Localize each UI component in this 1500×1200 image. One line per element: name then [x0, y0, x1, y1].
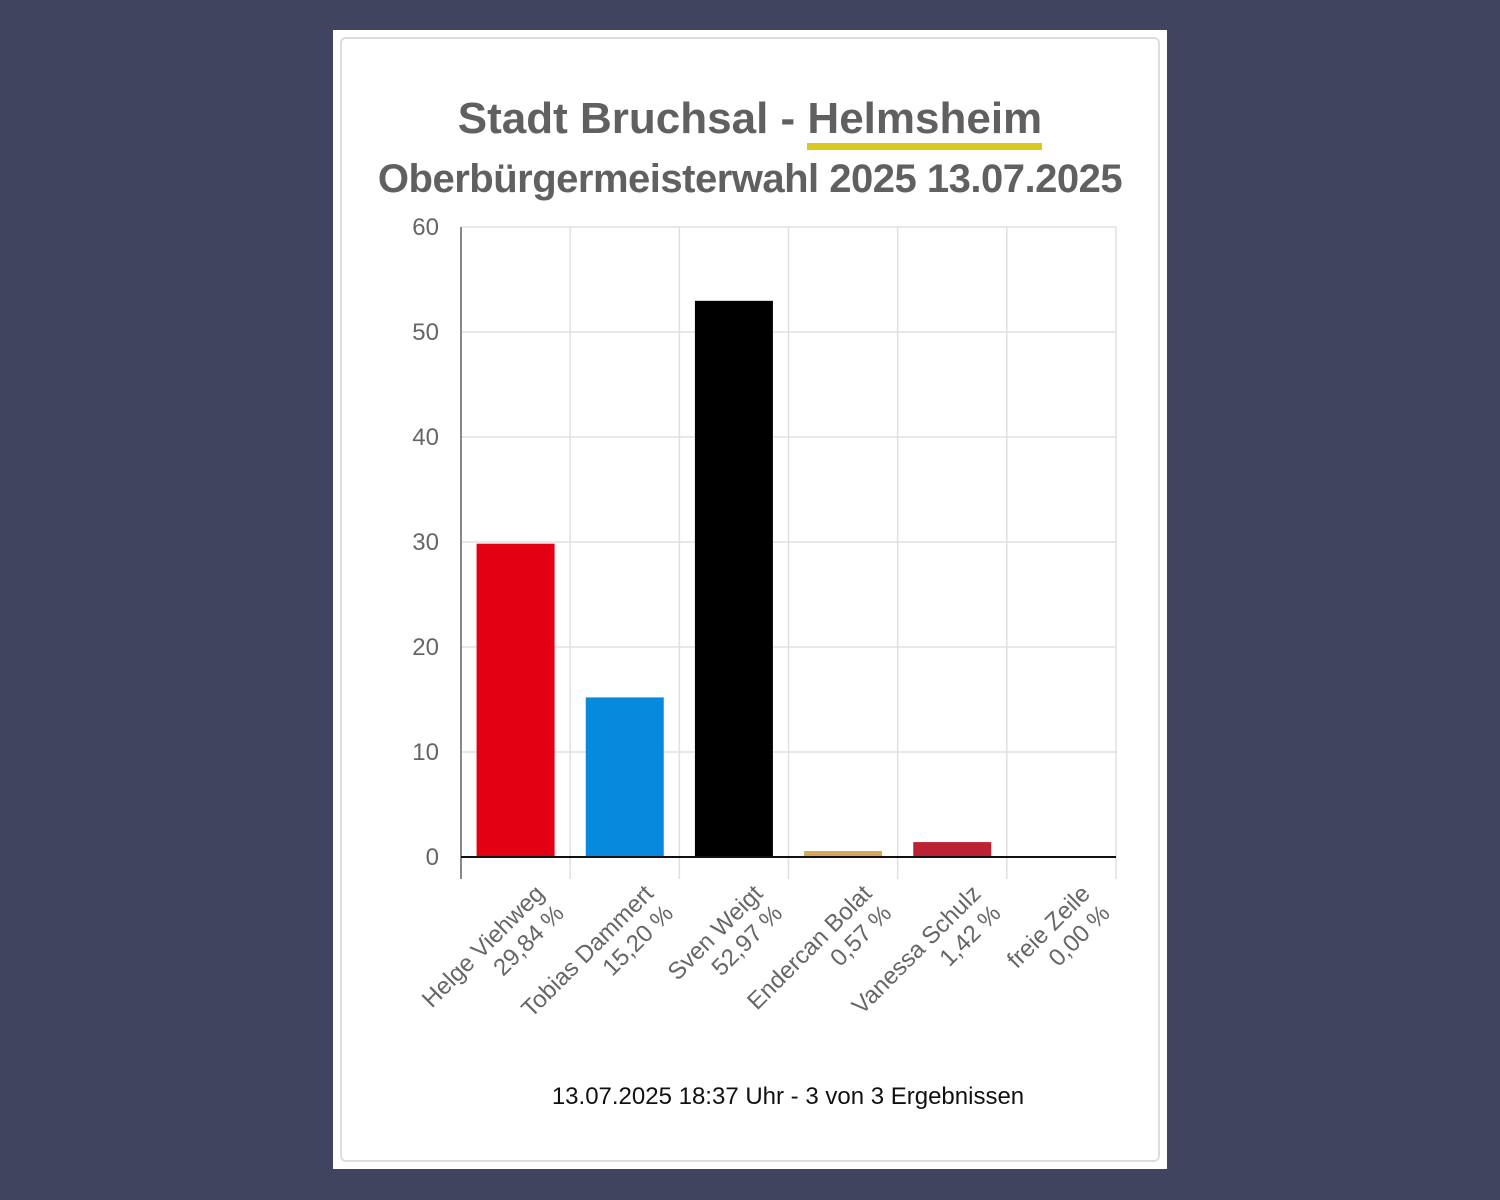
bar-vanessa-schulz — [913, 842, 992, 857]
bar-tobias-dammert — [585, 697, 664, 857]
chart-frame: Stadt Bruchsal - Helmsheim Oberbürgermei… — [333, 30, 1167, 1169]
chart-title: Stadt Bruchsal - Helmsheim — [333, 93, 1167, 150]
title-prefix: Stadt Bruchsal - — [457, 94, 808, 143]
chart-subtitle: Oberbürgermeisterwahl 2025 13.07.2025 — [377, 157, 1123, 201]
bar-endercan-bolat — [804, 851, 883, 857]
bar-sven-weigt — [694, 300, 773, 857]
x-category-label: freie Zeile0,00 % — [1002, 880, 1115, 993]
y-tick-label: 10 — [412, 739, 439, 766]
results-footer: 13.07.2025 18:37 Uhr - 3 von 3 Ergebniss… — [551, 1083, 1025, 1110]
y-tick-label: 0 — [426, 844, 439, 871]
y-tick-label: 40 — [412, 424, 439, 451]
y-tick-label: 30 — [412, 529, 439, 556]
title-place: Helmsheim — [807, 94, 1043, 150]
y-tick-label: 20 — [412, 634, 439, 661]
y-tick-label: 50 — [412, 319, 439, 346]
bar-helge-viehweg — [476, 543, 555, 857]
y-tick-label: 60 — [412, 214, 439, 241]
